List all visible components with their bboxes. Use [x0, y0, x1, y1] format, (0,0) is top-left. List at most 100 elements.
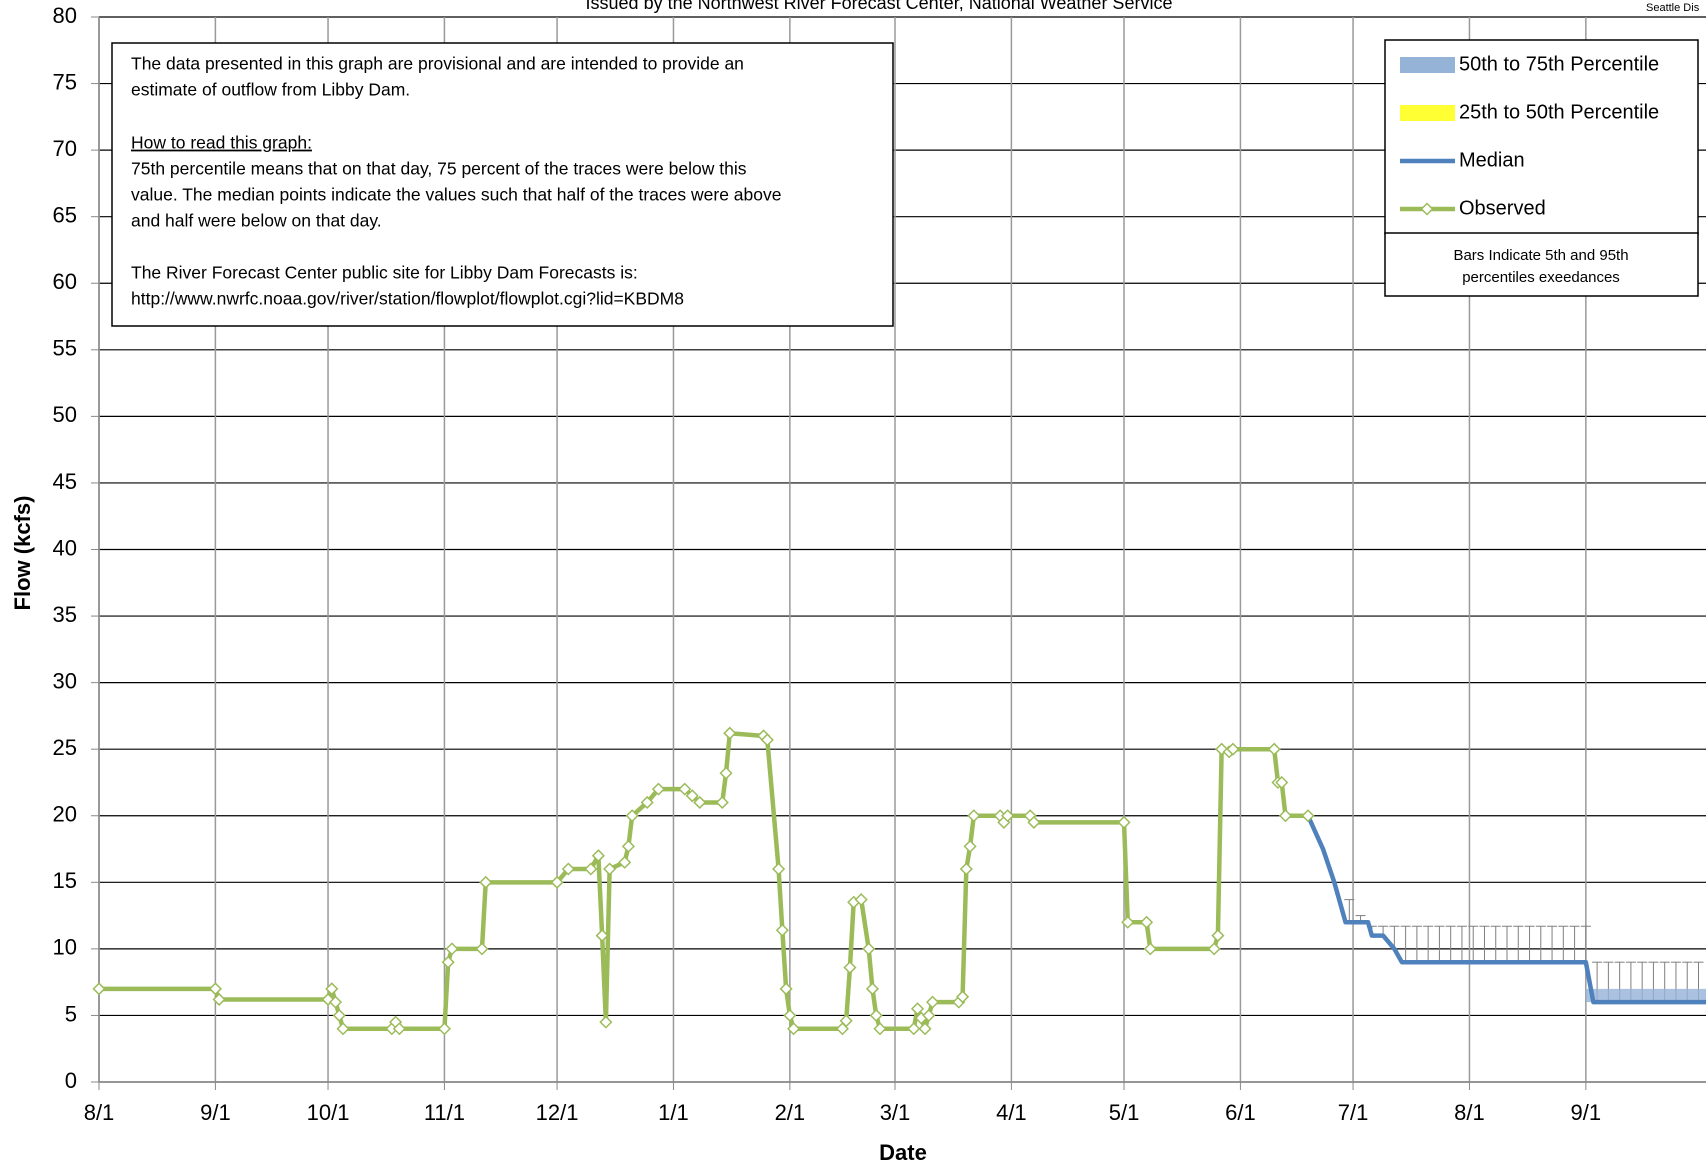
y-tick-label: 55: [53, 336, 77, 361]
corner-text: Seattle Dis: [1646, 2, 1700, 14]
y-tick-label: 35: [53, 602, 77, 627]
series-marker: [584, 862, 598, 876]
series-marker: [1267, 742, 1281, 756]
series-marker: [208, 982, 222, 996]
x-tick-label: 7/1: [1338, 1100, 1369, 1125]
x-tick-label: 1/1: [658, 1100, 689, 1125]
y-tick-label: 65: [53, 203, 77, 228]
y-tick-label: 5: [65, 1001, 77, 1026]
series-marker: [1275, 775, 1289, 790]
x-tick-label: 4/1: [996, 1100, 1027, 1125]
plot: [92, 726, 1706, 1036]
y-tick-label: 50: [53, 402, 77, 427]
x-tick-label: 12/1: [536, 1100, 579, 1125]
series-marker: [618, 855, 632, 869]
series-marker: [479, 875, 493, 889]
series-marker: [865, 982, 880, 996]
legend-label: Median: [1459, 149, 1525, 171]
series-marker: [907, 1022, 921, 1036]
series-marker: [445, 942, 459, 956]
y-tick-label: 25: [53, 735, 77, 760]
legend-label: 25th to 50th Percentile: [1459, 101, 1659, 123]
series-marker: [963, 839, 977, 853]
percentile-band: [1585, 988, 1706, 1003]
series-marker: [772, 862, 786, 876]
note-text: The River Forecast Center public site fo…: [131, 263, 638, 283]
y-tick-label: 15: [53, 868, 77, 893]
series-marker: [599, 1015, 613, 1029]
series-marker: [854, 893, 868, 907]
series-marker: [336, 1022, 350, 1036]
x-tick-label: 6/1: [1225, 1100, 1256, 1125]
series-line: [1305, 814, 1706, 1005]
series-marker: [1139, 915, 1154, 929]
series-marker: [1001, 809, 1015, 823]
series-marker: [475, 942, 489, 956]
series-marker: [1027, 815, 1041, 829]
x-axis-label: Date: [879, 1140, 927, 1165]
series-marker: [1301, 809, 1315, 823]
legend-marker: [1420, 202, 1434, 216]
legend-swatch: [1400, 105, 1455, 121]
series-marker: [1211, 929, 1225, 943]
series-marker: [959, 862, 973, 876]
y-tick-label: 20: [53, 802, 77, 827]
series-marker: [1117, 815, 1131, 829]
legend-note: Bars Indicate 5th and 95th: [1453, 247, 1628, 264]
series-marker: [869, 1008, 883, 1023]
y-axis-label: Flow (kcfs): [10, 496, 35, 611]
x-tick-label: 11/1: [424, 1100, 465, 1125]
series-marker: [787, 1022, 801, 1036]
series-marker: [1143, 942, 1157, 956]
series-marker: [325, 982, 339, 996]
series-marker: [561, 862, 575, 876]
series-marker: [332, 1008, 346, 1023]
series-marker: [925, 995, 940, 1009]
series-marker: [212, 992, 226, 1007]
y-tick-label: 10: [53, 935, 77, 960]
series-marker: [967, 809, 981, 823]
series-marker: [603, 862, 617, 876]
y-tick-label: 40: [53, 535, 77, 560]
series-marker: [621, 839, 635, 853]
series-marker: [862, 942, 876, 956]
series-marker: [693, 795, 707, 809]
y-tick-label: 70: [53, 136, 77, 161]
series-marker: [910, 1002, 925, 1016]
series-marker: [918, 1022, 932, 1036]
note-text: 75th percentile means that on that day, …: [131, 159, 747, 179]
series-marker: [760, 733, 774, 747]
series-marker: [625, 809, 639, 823]
series-marker: [591, 849, 605, 863]
x-tick-label: 10/1: [307, 1100, 350, 1125]
series-marker: [956, 990, 970, 1004]
x-tick-label: 8/1: [84, 1100, 115, 1125]
grid: 0 5 10 15 20 25 30 35 40 45 50 55 60 65 70 75 80 8/1 9/1 10…: [53, 3, 1706, 1125]
legend-label: 50th to 75th Percentile: [1459, 53, 1659, 75]
legend-label: Observed: [1459, 197, 1546, 219]
note-text: value. The median points indicate the va…: [131, 185, 782, 205]
note-text: The data presented in this graph are pro…: [131, 54, 744, 74]
series-marker: [775, 923, 789, 937]
x-tick-label: 5/1: [1109, 1100, 1140, 1125]
y-tick-label: 30: [53, 668, 77, 693]
note-text: and half were below on that day.: [131, 211, 382, 231]
note-box: [111, 42, 894, 327]
series-marker: [392, 1022, 406, 1036]
series-marker: [922, 1008, 936, 1023]
x-tick-label: 3/1: [880, 1100, 911, 1125]
y-tick-label: 75: [53, 69, 77, 94]
y-tick-label: 80: [53, 3, 77, 28]
series-marker: [873, 1022, 887, 1036]
overlay: The data presented in this graph are pro…: [111, 39, 1699, 327]
series-marker: [92, 982, 106, 996]
y-tick-label: 60: [53, 269, 77, 294]
legend-swatch: [1400, 57, 1455, 73]
series-marker: [550, 875, 564, 889]
series-marker: [651, 782, 666, 796]
series-marker: [715, 795, 729, 809]
legend-note: percentiles exeedances: [1462, 269, 1620, 286]
series-marker: [1226, 742, 1240, 756]
y-tick-label: 0: [65, 1068, 77, 1093]
series-marker: [843, 960, 857, 975]
